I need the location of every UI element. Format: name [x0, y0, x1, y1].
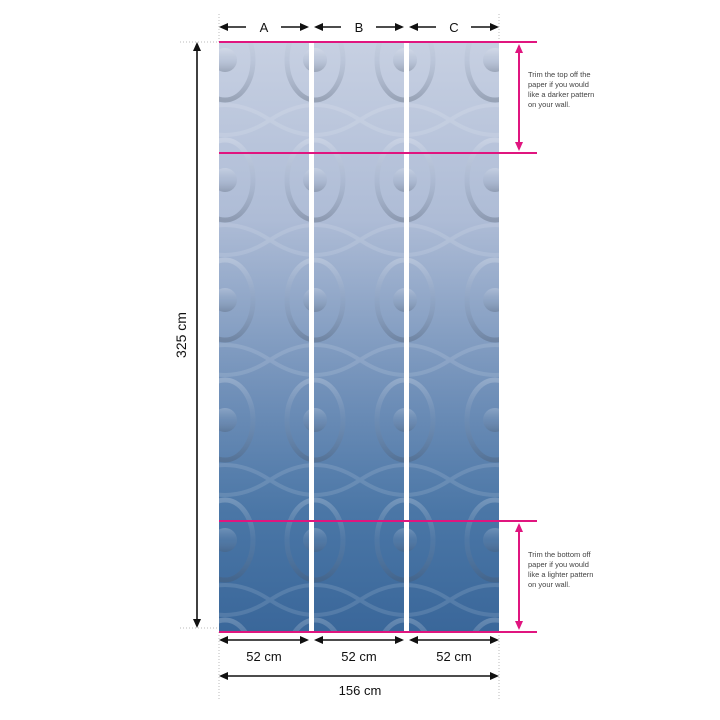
trim-lines [219, 41, 537, 633]
panel-width-b: 52 cm [341, 649, 376, 664]
panel-c [409, 42, 499, 632]
guide-lines [180, 14, 500, 700]
dimension-arrowheads [193, 23, 499, 680]
height-label: 325 cm [173, 312, 189, 358]
panel-a [219, 42, 309, 632]
panel-label-c: C [449, 20, 458, 35]
panel-label-a: A [260, 20, 269, 35]
panel-label-b: B [355, 20, 364, 35]
trim-top-note: Trim the top off the paper if you would … [528, 70, 595, 109]
trim-arrowheads [515, 44, 523, 630]
total-width-label: 156 cm [339, 683, 382, 698]
dimension-arrows [196, 26, 497, 677]
panel-b [314, 42, 404, 632]
panel-width-c: 52 cm [436, 649, 471, 664]
trim-bottom-note: Trim the bottom off paper if you would l… [528, 550, 594, 589]
panel-width-a: 52 cm [246, 649, 281, 664]
